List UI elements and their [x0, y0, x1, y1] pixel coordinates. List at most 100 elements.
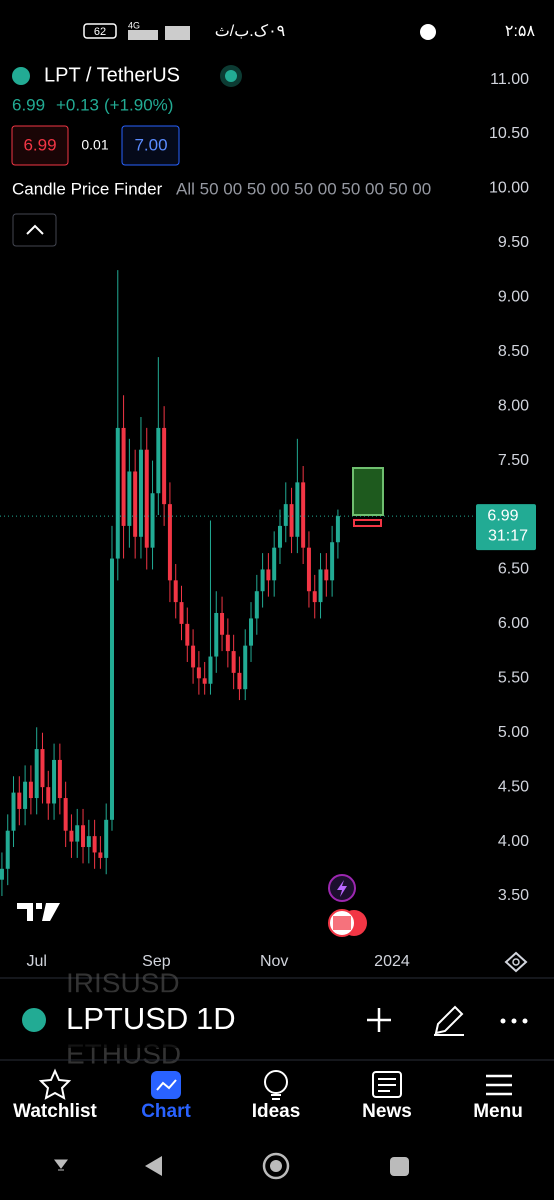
indicator-params: All 50 00 50 00 50 00 50 00 50 00 [176, 179, 431, 198]
watchlist-icon [38, 1068, 72, 1100]
candle-body [138, 449, 143, 537]
candle-body [57, 759, 62, 799]
lightning [337, 880, 347, 897]
symbol-logo [12, 67, 30, 85]
buy-button[interactable] [121, 125, 180, 166]
candle-body [231, 651, 236, 673]
candle-body [81, 825, 86, 848]
candle-body [185, 623, 190, 646]
sell-button[interactable] [11, 125, 69, 166]
candle-body [92, 836, 97, 853]
candle-body [69, 830, 74, 842]
candle-body [254, 591, 259, 619]
nav-chart[interactable]: Chart [141, 1101, 191, 1122]
candle-body [243, 645, 248, 690]
status-bar: 62 4G ٠٩ک.ب/ث ۲:۵۸ [83, 20, 536, 40]
last-price-label: 6.99 [487, 507, 518, 524]
x-tick-label: Jul [26, 953, 46, 970]
y-tick-label: 11.00 [490, 71, 529, 88]
header: LPT / TetherUS 6.99 +0.13 (+1.90%) 6.99 … [11, 64, 431, 247]
candle-body [11, 792, 16, 831]
y-tick-label: 8.50 [498, 343, 529, 360]
price-change: +0.13 [56, 95, 99, 114]
candle-body [0, 868, 4, 880]
candle-body [283, 504, 288, 526]
candle-body [5, 830, 10, 869]
system-home-button[interactable] [262, 1152, 290, 1180]
candle-body [318, 569, 323, 603]
y-tick-label: 9.50 [498, 234, 529, 251]
chevron-up [26, 224, 44, 235]
date-text: ٠٩ک.ب/ث [215, 23, 286, 40]
system-home-dot [270, 1160, 282, 1172]
candle-body [144, 449, 149, 548]
settings-icon[interactable] [504, 951, 528, 973]
symbol-logo [22, 1008, 46, 1032]
candle-body [260, 569, 265, 592]
y-tick-label: 7.50 [498, 452, 529, 469]
countdown: 31:17 [488, 527, 528, 544]
x-tick-label: Nov [260, 953, 288, 970]
candle-body [330, 542, 335, 581]
candle-body [23, 781, 28, 809]
candle-body [272, 547, 277, 581]
toolbar-interval[interactable]: 1D [196, 1001, 236, 1036]
collapse-button[interactable] [12, 213, 57, 247]
tradingview-logo [17, 903, 60, 921]
battery-level: 62 [94, 26, 106, 38]
status-icon [420, 24, 436, 40]
more-button[interactable] [500, 1018, 528, 1024]
system-back-button[interactable] [145, 1156, 162, 1176]
candle-body [17, 792, 22, 809]
toolbar-symbol[interactable]: LPTUSD [66, 1001, 188, 1036]
nav-news[interactable]: News [362, 1101, 412, 1122]
draw-button[interactable] [434, 1005, 464, 1036]
long-position-zone [352, 467, 384, 516]
add-button[interactable] [367, 1008, 391, 1032]
candle-body [40, 749, 45, 788]
candle-body [63, 798, 68, 831]
candle-body [150, 493, 155, 548]
candle-body [301, 482, 306, 548]
candle-body [167, 504, 172, 581]
candle-body [162, 427, 167, 505]
flag-stripes [333, 916, 351, 930]
candle-body [173, 580, 178, 603]
y-tick-label: 4.00 [498, 833, 529, 850]
last-price-tag [476, 504, 536, 551]
candle-body [277, 525, 282, 548]
candle-body [220, 612, 225, 635]
y-tick-label: 8.00 [498, 397, 529, 414]
candle-body [156, 427, 161, 494]
market-status-dot [225, 70, 237, 82]
candle-body [98, 852, 103, 858]
chart-icon-line [156, 1079, 177, 1091]
picker-mask [0, 992, 554, 1048]
network: 4G [128, 20, 140, 30]
symbol-title: LPT / TetherUS [44, 64, 180, 86]
candle-body [133, 471, 138, 537]
candle-body [249, 618, 254, 646]
candle-body [202, 678, 207, 684]
bid-price: 6.99 [23, 135, 56, 154]
ask-price: 7.00 [134, 135, 167, 154]
indicator-name: Candle Price Finder [12, 179, 163, 198]
nav-ideas[interactable]: Ideas [252, 1101, 301, 1122]
settings-dot [512, 958, 520, 966]
system-hide-button[interactable] [54, 1159, 68, 1171]
nav-watchlist[interactable]: Watchlist [13, 1101, 97, 1122]
candle-body [109, 558, 114, 820]
y-tick-label: 5.00 [498, 724, 529, 741]
price-change-percent: (+1.90%) [104, 95, 173, 114]
symbol-toolbar: IRISUSD ETHUSD LPTUSD 1D [0, 967, 554, 1069]
ideas-icon-base [271, 1094, 281, 1100]
nav-menu[interactable]: Menu [473, 1101, 523, 1122]
last-price: 6.99 [12, 95, 45, 114]
candle-body [306, 547, 311, 592]
system-recents-button[interactable] [390, 1157, 409, 1176]
spread: 0.01 [81, 137, 108, 153]
candle-body [75, 825, 80, 842]
bottom-nav: Watchlist Chart Ideas News Menu [13, 1068, 523, 1122]
